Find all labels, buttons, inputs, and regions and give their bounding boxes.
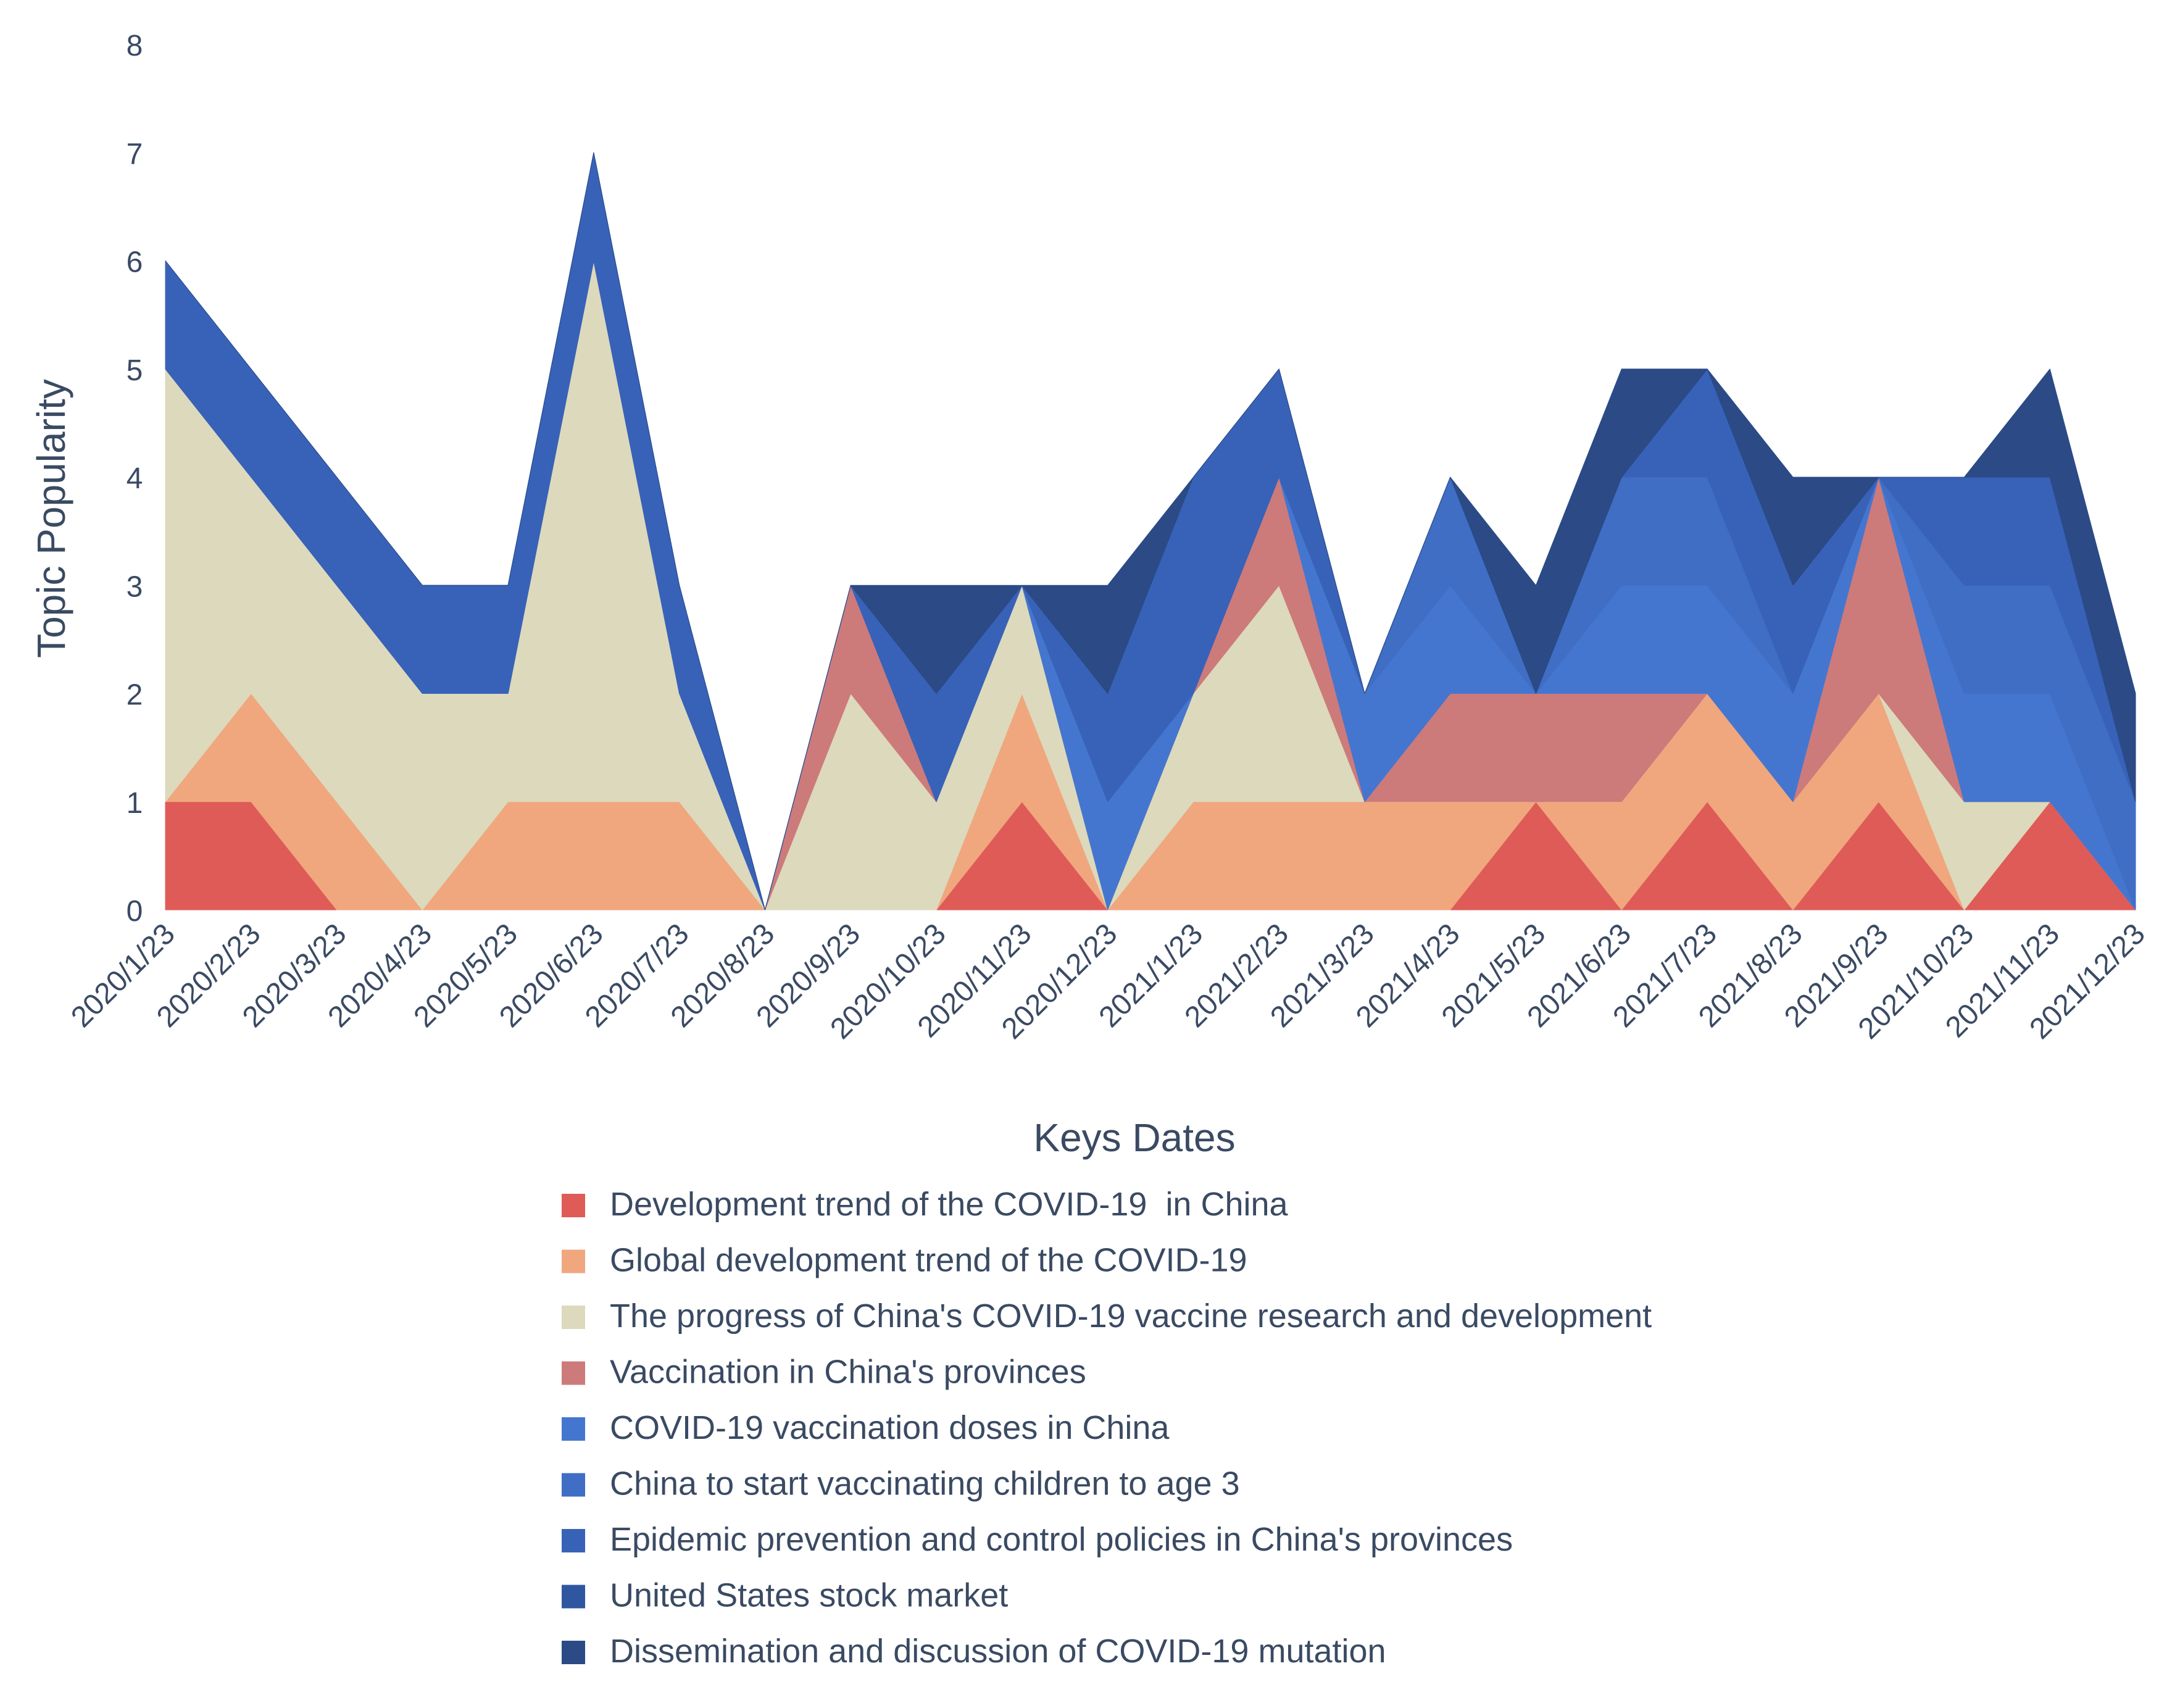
- y-tick-label: 5: [127, 354, 143, 387]
- legend-item: Global development trend of the COVID-19: [562, 1242, 1247, 1279]
- legend-label: United States stock market: [610, 1577, 1008, 1614]
- legend-label: China to start vaccinating children to a…: [610, 1465, 1240, 1502]
- y-tick-label: 6: [127, 246, 143, 279]
- y-axis-label: Topic Popularity: [29, 379, 73, 658]
- legend-item: China to start vaccinating children to a…: [562, 1465, 1240, 1502]
- x-axis-label: Keys Dates: [1033, 1115, 1235, 1160]
- legend-label: Epidemic prevention and control policies…: [610, 1521, 1513, 1558]
- legend-item: Epidemic prevention and control policies…: [562, 1521, 1513, 1558]
- legend-swatch: [562, 1306, 585, 1329]
- legend-item: United States stock market: [562, 1577, 1008, 1614]
- y-tick-label: 0: [127, 895, 143, 928]
- legend-swatch: [562, 1641, 585, 1664]
- area-series-9: [165, 152, 2136, 910]
- y-tick-label: 1: [127, 787, 143, 820]
- legend-swatch: [562, 1249, 585, 1273]
- legend: Development trend of the COVID-19 in Chi…: [562, 1186, 1652, 1670]
- legend-label: Development trend of the COVID-19 in Chi…: [610, 1186, 1289, 1223]
- areas-layer: [165, 152, 2136, 910]
- legend-item: Vaccination in China's provinces: [562, 1354, 1086, 1391]
- y-tick-label: 7: [127, 138, 143, 170]
- y-tick-label: 3: [127, 570, 143, 603]
- legend-label: COVID-19 vaccination doses in China: [610, 1409, 1170, 1446]
- legend-label: The progress of China's COVID-19 vaccine…: [610, 1298, 1652, 1335]
- legend-swatch: [562, 1529, 585, 1552]
- legend-item: The progress of China's COVID-19 vaccine…: [562, 1298, 1652, 1335]
- legend-swatch: [562, 1417, 585, 1441]
- legend-label: Global development trend of the COVID-19: [610, 1242, 1247, 1279]
- legend-label: Vaccination in China's provinces: [610, 1354, 1086, 1391]
- y-axis: 0 1 2 3 4 5 6 7 8: [127, 30, 143, 928]
- legend-swatch: [562, 1585, 585, 1609]
- legend-item: COVID-19 vaccination doses in China: [562, 1409, 1170, 1446]
- legend-swatch: [562, 1361, 585, 1385]
- y-tick-label: 4: [127, 462, 143, 495]
- legend-item: Dissemination and discussion of COVID-19…: [562, 1633, 1386, 1670]
- x-axis: 2020/1/232020/2/232020/3/232020/4/232020…: [65, 917, 2151, 1045]
- legend-swatch: [562, 1194, 585, 1217]
- legend-label: Dissemination and discussion of COVID-19…: [610, 1633, 1386, 1670]
- legend-swatch: [562, 1473, 585, 1497]
- legend-item: Development trend of the COVID-19 in Chi…: [562, 1186, 1289, 1223]
- y-tick-label: 2: [127, 679, 143, 712]
- y-tick-label: 8: [127, 30, 143, 62]
